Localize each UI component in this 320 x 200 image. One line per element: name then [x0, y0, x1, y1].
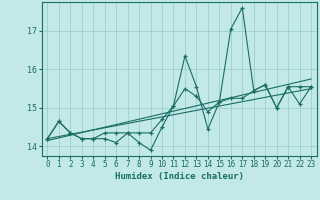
X-axis label: Humidex (Indice chaleur): Humidex (Indice chaleur) [115, 172, 244, 181]
